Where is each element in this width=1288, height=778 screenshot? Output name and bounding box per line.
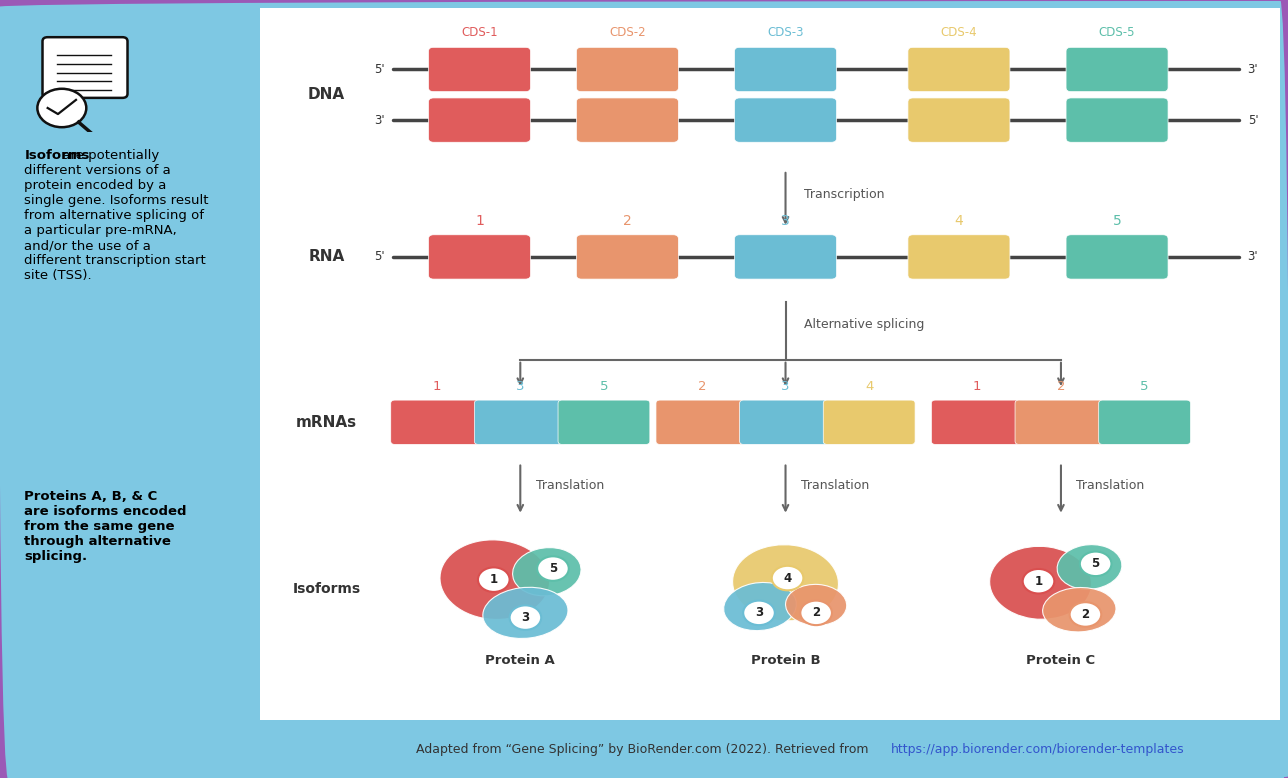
- FancyBboxPatch shape: [429, 235, 531, 279]
- FancyBboxPatch shape: [43, 37, 128, 98]
- Text: 2: 2: [1056, 380, 1065, 393]
- Ellipse shape: [513, 548, 581, 596]
- Text: 1: 1: [489, 573, 498, 586]
- Circle shape: [1069, 602, 1101, 627]
- FancyBboxPatch shape: [734, 98, 836, 142]
- Text: Isoforms: Isoforms: [292, 582, 361, 596]
- Text: 3': 3': [374, 114, 385, 127]
- Text: 5: 5: [1140, 380, 1149, 393]
- FancyBboxPatch shape: [577, 235, 679, 279]
- Text: 4: 4: [954, 215, 963, 229]
- Text: CDS-4: CDS-4: [940, 26, 978, 40]
- Circle shape: [1079, 552, 1112, 576]
- Ellipse shape: [724, 583, 796, 631]
- Text: RNA: RNA: [308, 250, 345, 265]
- Text: 4: 4: [783, 572, 792, 584]
- Text: 1: 1: [475, 215, 484, 229]
- Text: DNA: DNA: [308, 87, 345, 102]
- Text: mRNAs: mRNAs: [296, 415, 357, 429]
- Text: 5: 5: [549, 562, 558, 575]
- Text: 1: 1: [433, 380, 440, 393]
- FancyBboxPatch shape: [931, 400, 1023, 444]
- Text: CDS-2: CDS-2: [609, 26, 645, 40]
- Circle shape: [37, 89, 86, 127]
- Text: Alternative splicing: Alternative splicing: [804, 318, 925, 331]
- Circle shape: [537, 556, 569, 581]
- Text: 4: 4: [866, 380, 873, 393]
- Ellipse shape: [786, 584, 846, 626]
- Ellipse shape: [733, 545, 838, 621]
- Text: Translation: Translation: [801, 478, 869, 492]
- Text: 1: 1: [1034, 575, 1042, 587]
- Circle shape: [510, 605, 541, 630]
- Text: 2: 2: [698, 380, 706, 393]
- Text: are potentially
different versions of a
protein encoded by a
single gene. Isofor: are potentially different versions of a …: [24, 149, 209, 282]
- Text: CDS-3: CDS-3: [768, 26, 804, 40]
- FancyBboxPatch shape: [1066, 235, 1168, 279]
- FancyBboxPatch shape: [1066, 98, 1168, 142]
- Ellipse shape: [1057, 545, 1122, 590]
- Text: Translation: Translation: [536, 478, 604, 492]
- FancyBboxPatch shape: [908, 235, 1010, 279]
- Text: CDS-5: CDS-5: [1099, 26, 1135, 40]
- Text: 1: 1: [972, 380, 981, 393]
- Text: 5': 5': [374, 251, 385, 264]
- Text: 3: 3: [516, 380, 524, 393]
- Text: 5: 5: [1113, 215, 1122, 229]
- Text: 5': 5': [374, 63, 385, 76]
- Text: 3': 3': [1248, 251, 1258, 264]
- FancyBboxPatch shape: [908, 47, 1010, 92]
- FancyBboxPatch shape: [823, 400, 914, 444]
- Circle shape: [743, 601, 775, 626]
- FancyBboxPatch shape: [390, 400, 483, 444]
- FancyBboxPatch shape: [734, 235, 836, 279]
- Text: Isoforms: Isoforms: [24, 149, 90, 163]
- FancyBboxPatch shape: [577, 98, 679, 142]
- Ellipse shape: [989, 546, 1091, 619]
- FancyBboxPatch shape: [1099, 400, 1190, 444]
- Text: Translation: Translation: [1077, 478, 1145, 492]
- Text: Transcription: Transcription: [804, 188, 885, 202]
- Text: 5: 5: [600, 380, 608, 393]
- Circle shape: [800, 601, 832, 626]
- Text: Protein C: Protein C: [1027, 654, 1096, 667]
- Circle shape: [772, 566, 804, 591]
- Ellipse shape: [1043, 587, 1115, 632]
- Text: 3': 3': [1248, 63, 1258, 76]
- Text: 3: 3: [755, 606, 762, 619]
- FancyBboxPatch shape: [558, 400, 650, 444]
- Text: 2: 2: [811, 606, 820, 619]
- Text: 3: 3: [782, 380, 790, 393]
- Text: Adapted from “Gene Splicing” by BioRender.com (2022). Retrieved from: Adapted from “Gene Splicing” by BioRende…: [416, 742, 872, 755]
- FancyBboxPatch shape: [739, 400, 832, 444]
- Text: https://app.biorender.com/biorender-templates: https://app.biorender.com/biorender-temp…: [891, 742, 1185, 755]
- FancyBboxPatch shape: [260, 8, 1280, 720]
- Text: Proteins A, B, & C
are isoforms encoded
from the same gene
through alternative
s: Proteins A, B, & C are isoforms encoded …: [24, 490, 187, 563]
- FancyBboxPatch shape: [577, 47, 679, 92]
- Text: 2: 2: [1082, 608, 1090, 621]
- Text: 3: 3: [522, 611, 529, 624]
- Text: CDS-1: CDS-1: [461, 26, 497, 40]
- Ellipse shape: [440, 540, 550, 619]
- Circle shape: [1023, 569, 1055, 594]
- FancyBboxPatch shape: [429, 47, 531, 92]
- FancyBboxPatch shape: [1066, 47, 1168, 92]
- Ellipse shape: [483, 587, 568, 639]
- FancyBboxPatch shape: [656, 400, 748, 444]
- Circle shape: [478, 567, 510, 592]
- FancyBboxPatch shape: [734, 47, 836, 92]
- Text: Protein B: Protein B: [751, 654, 820, 667]
- FancyBboxPatch shape: [474, 400, 567, 444]
- Text: 5': 5': [1248, 114, 1258, 127]
- FancyBboxPatch shape: [429, 98, 531, 142]
- Text: 2: 2: [623, 215, 632, 229]
- FancyBboxPatch shape: [908, 98, 1010, 142]
- Text: Protein A: Protein A: [486, 654, 555, 667]
- Text: 3: 3: [781, 215, 790, 229]
- FancyBboxPatch shape: [1015, 400, 1106, 444]
- Text: 5: 5: [1091, 557, 1100, 570]
